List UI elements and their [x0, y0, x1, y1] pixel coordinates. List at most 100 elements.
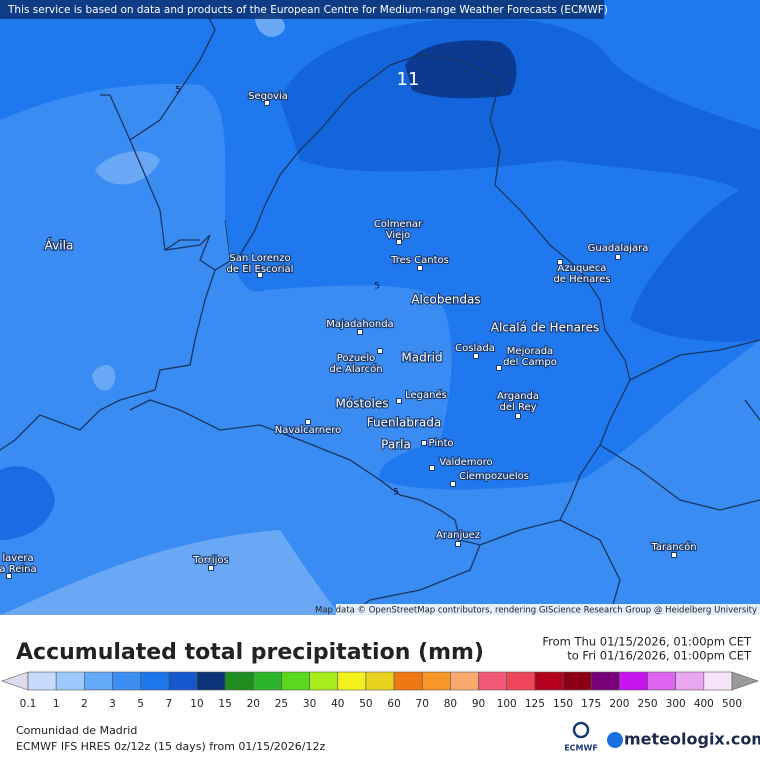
scale-swatch [224, 671, 254, 691]
scale-swatch [534, 671, 564, 691]
scale-label: 7 [165, 698, 172, 710]
scale-label: 200 [609, 698, 629, 710]
scale-arrow-left [1, 671, 29, 691]
place-label: Madrid [401, 351, 442, 365]
scale-swatch [393, 671, 423, 691]
place-label: Viejo [386, 230, 410, 241]
place-label: Torrijos [192, 555, 228, 566]
contour-label: 5 [175, 86, 181, 96]
place-label: Fuenlabrada [367, 416, 441, 430]
map: This service is based on data and produc… [0, 0, 760, 616]
place-marker [396, 398, 402, 404]
place-marker [305, 419, 311, 425]
place-label: Pozuelo [337, 353, 375, 364]
place-marker [615, 254, 621, 260]
place-label: Ávila [45, 238, 74, 253]
scale-swatch [337, 671, 367, 691]
scale-swatch [478, 671, 508, 691]
place-label: Mejorada [507, 346, 553, 357]
place-marker [671, 552, 677, 558]
place-label: Tres Cantos [390, 255, 449, 266]
scale-label: 25 [275, 698, 288, 710]
brand-logo [607, 732, 623, 748]
place-marker [421, 440, 427, 446]
place-marker [515, 413, 521, 419]
scale-label: 300 [666, 698, 686, 710]
scale-swatch [675, 671, 705, 691]
place-label: Aranjuez [436, 530, 480, 541]
scale-swatch [562, 671, 592, 691]
place-label: Navalcarnero [275, 425, 342, 436]
place-label: Majadahonda [326, 319, 393, 330]
scale-swatch [281, 671, 310, 691]
attribution-bg [336, 604, 760, 615]
attribution: Map data © OpenStreetMap contributors, r… [315, 606, 757, 616]
scale-label: 1 [53, 698, 60, 710]
scale-swatch [703, 671, 733, 691]
scale-label: 100 [497, 698, 517, 710]
scale-label: 60 [387, 698, 400, 710]
scale-label: 175 [581, 698, 601, 710]
place-label: Pinto [429, 438, 454, 449]
scale-swatch [421, 671, 451, 691]
scale-label: 500 [722, 698, 742, 710]
place-label: Azuqueca [558, 263, 607, 274]
place-label: Guadalajara [588, 243, 649, 254]
place-label: Coslada [455, 343, 495, 354]
place-label: Arganda [497, 391, 539, 402]
place-label: Valdemoro [439, 457, 492, 468]
notice-bg [0, 0, 604, 19]
lighter-region [0, 530, 340, 615]
place-marker [377, 348, 383, 354]
place-marker [257, 272, 263, 278]
place-label: San Lorenzo [229, 253, 290, 264]
place-label: del Campo [503, 357, 557, 368]
notice: This service is based on data and produc… [7, 4, 608, 16]
place-marker [473, 353, 479, 359]
time-to: to Fri 01/16/2026, 01:00pm CET [567, 649, 752, 663]
contour [224, 219, 231, 261]
scale-label: 15 [218, 698, 231, 710]
scale-swatch [196, 671, 226, 691]
scale-label: 80 [444, 698, 457, 710]
borders [0, 0, 760, 616]
scale-label: 2 [81, 698, 88, 710]
scale-swatch [619, 671, 648, 691]
scale-swatch [140, 671, 170, 691]
scale-label: 50 [359, 698, 372, 710]
place-label: Segovia [248, 91, 288, 102]
scale-swatch [168, 671, 198, 691]
ecmwf-label: ECMWF [564, 744, 598, 753]
scale-swatch [450, 671, 479, 691]
scale-label: 20 [247, 698, 260, 710]
contour-label: 5 [374, 282, 380, 292]
brand: meteologix.com [624, 730, 760, 749]
place-label: de Henares [553, 274, 610, 285]
place-label: Ciempozuelos [459, 471, 529, 482]
place-label: Parla [381, 438, 411, 452]
place-label: Alcalá de Henares [491, 321, 599, 335]
place-label: lavera [2, 553, 33, 564]
scale-swatch [590, 671, 620, 691]
scale-label: 90 [472, 698, 485, 710]
model-info: ECMWF IFS HRES 0z/12z (15 days) from 01/… [16, 740, 326, 753]
region: Comunidad de Madrid [16, 724, 137, 737]
dark-region [280, 17, 760, 342]
scale-label: 250 [637, 698, 657, 710]
place-marker [357, 329, 363, 335]
place-label: del Rey [499, 402, 536, 413]
scale-swatch [84, 671, 113, 691]
time-from: From Thu 01/15/2026, 01:00pm CET [542, 635, 752, 649]
scale-label: 0.1 [20, 698, 37, 710]
place-marker [455, 541, 461, 547]
place-label: de El Escorial [227, 264, 294, 275]
ecmwf-logo [572, 721, 590, 739]
scale-label: 125 [525, 698, 545, 710]
scale-label: 40 [331, 698, 344, 710]
scale-swatch [112, 671, 141, 691]
place-label: Leganés [405, 389, 447, 401]
place-marker [496, 365, 502, 371]
scale-swatch [27, 671, 57, 691]
scale-swatch [647, 671, 676, 691]
place-label: de Alarcón [329, 363, 382, 375]
